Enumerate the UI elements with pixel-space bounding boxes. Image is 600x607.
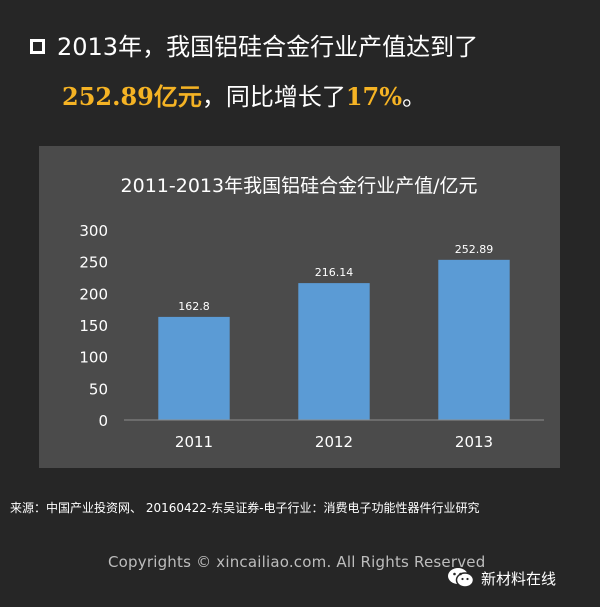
data-label: 252.89 <box>455 243 494 256</box>
data-label: 162.8 <box>178 300 210 313</box>
brand: 新材料在线 <box>447 566 556 590</box>
headline-end: 。 <box>402 83 427 111</box>
bar-chart: 2011-2013年我国铝硅合金行业产值/亿元 0 50 100 150 200 250 3… <box>79 175 544 451</box>
x-tick-label: 2012 <box>315 433 353 451</box>
copyright-text: Copyrights © xincailiao.com. All Rights … <box>108 553 486 571</box>
headline-middle: ，同比增长了 <box>201 83 346 111</box>
x-tick-label: 2013 <box>455 433 493 451</box>
y-tick-label: 50 <box>89 380 108 398</box>
headline-growth: 17% <box>345 82 403 111</box>
x-tick-label: 2011 <box>175 433 213 451</box>
bar-2012 <box>298 283 370 420</box>
square-bullet-icon <box>30 39 45 54</box>
x-axis: 2011 2012 2013 <box>124 419 544 451</box>
y-tick-label: 100 <box>79 349 108 367</box>
headline-text: 2013年，我国铝硅合金行业产值达到了 <box>57 33 479 61</box>
y-tick-label: 0 <box>98 412 108 430</box>
y-tick-label: 250 <box>79 254 108 272</box>
y-tick-label: 300 <box>79 222 108 240</box>
chart-panel: 2011-2013年我国铝硅合金行业产值/亿元 0 50 100 150 200 250 3… <box>39 146 560 468</box>
brand-name: 新材料在线 <box>481 569 557 588</box>
bar-2013 <box>438 259 510 420</box>
bars: 162.8 216.14 252.89 <box>158 243 510 420</box>
bar-2011 <box>158 316 230 420</box>
y-tick-label: 200 <box>79 285 108 303</box>
chart-title: 2011-2013年我国铝硅合金行业产值/亿元 <box>121 175 478 197</box>
headline-line-1: 2013年，我国铝硅合金行业产值达到了 <box>30 22 590 72</box>
y-tick-label: 150 <box>79 317 108 335</box>
headline-value: 252.89亿元 <box>62 82 202 111</box>
source-note: 来源：中国产业投资网、 20160422-东吴证券-电子行业：消费电子功能性器件… <box>10 501 480 515</box>
y-axis: 0 50 100 150 200 250 300 <box>79 222 108 430</box>
wechat-icon <box>448 568 475 588</box>
data-label: 216.14 <box>315 266 354 279</box>
headline-line-2: 252.89亿元，同比增长了17%。 <box>30 72 590 122</box>
headline: 2013年，我国铝硅合金行业产值达到了 252.89亿元，同比增长了17%。 <box>30 22 590 122</box>
